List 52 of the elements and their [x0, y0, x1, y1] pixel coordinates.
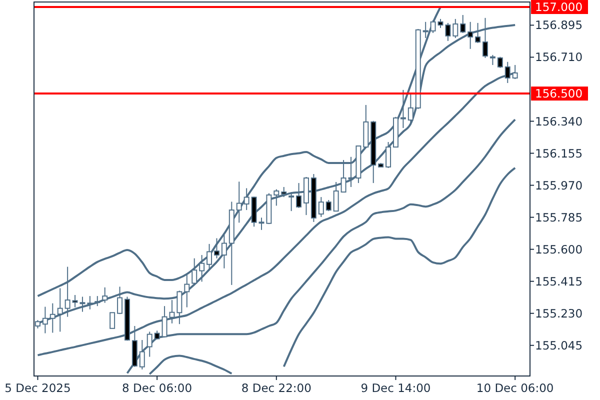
candlestick	[87, 296, 93, 310]
candlestick	[206, 243, 212, 271]
candlestick	[497, 56, 503, 68]
x-tick-label: 5 Dec 2025	[4, 381, 71, 395]
candlestick	[281, 186, 287, 198]
candlestick	[214, 238, 220, 259]
ref-line-label: 157.000	[535, 0, 583, 14]
y-tick-label: 155.600	[535, 242, 583, 256]
x-tick-label: 8 Dec 22:00	[241, 381, 312, 395]
y-tick-label: 155.785	[535, 210, 583, 224]
candlestick	[102, 286, 108, 304]
y-tick-label: 155.230	[535, 306, 583, 320]
candlestick	[221, 234, 227, 269]
ref-line-label: 156.500	[535, 86, 583, 101]
y-tick-label: 155.415	[535, 274, 583, 288]
candlestick	[288, 192, 294, 212]
y-tick-label: 156.895	[535, 18, 583, 32]
candlestick	[430, 20, 436, 34]
candlestick	[192, 258, 198, 286]
candlestick	[94, 296, 100, 307]
candlestick	[408, 93, 414, 126]
candlestick	[445, 22, 451, 42]
candlestick	[400, 89, 406, 128]
y-tick-label: 156.155	[535, 146, 583, 160]
y-tick-label: 155.045	[535, 338, 583, 352]
candlestick	[326, 199, 332, 212]
candlestick	[386, 142, 392, 168]
candlestick	[236, 181, 242, 224]
candlestick	[490, 54, 496, 66]
y-tick-label: 155.970	[535, 178, 583, 192]
candlestick	[452, 18, 458, 38]
line-series	[126, 118, 516, 374]
x-tick-label: 9 Dec 14:00	[360, 381, 431, 395]
x-tick-label: 10 Dec 06:00	[476, 381, 554, 395]
candlestick	[139, 340, 145, 370]
candlestick	[340, 160, 346, 193]
y-tick-label: 156.710	[535, 50, 583, 64]
candlestick	[199, 254, 205, 282]
candlestick	[146, 331, 152, 358]
x-tick-label: 8 Dec 06:00	[122, 381, 192, 395]
candlestick	[110, 312, 116, 329]
candlestick	[333, 181, 339, 212]
candlestick	[258, 217, 264, 230]
candlestick	[422, 21, 428, 38]
candlestick	[318, 196, 324, 218]
candlestick	[296, 182, 302, 208]
candlestick	[460, 14, 466, 34]
candlestick	[274, 188, 280, 206]
y-tick-label: 156.340	[535, 114, 583, 128]
candlestick	[348, 156, 354, 188]
candlestick	[117, 286, 123, 315]
candlestick	[244, 188, 250, 211]
